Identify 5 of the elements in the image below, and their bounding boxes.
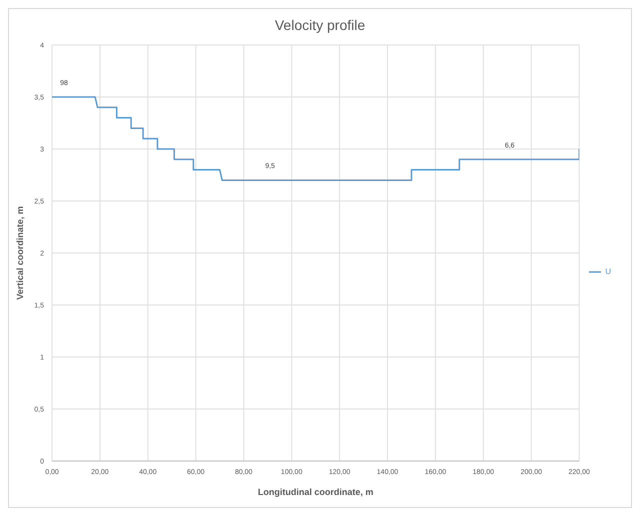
line-series (52, 96, 580, 181)
y-axis-title: Vertical coordinate, m (15, 206, 26, 300)
chart-title: Velocity profile (274, 17, 366, 35)
legend-label: U (605, 267, 611, 276)
x-axis-title: Longitudinal coordinate, m (258, 487, 374, 497)
